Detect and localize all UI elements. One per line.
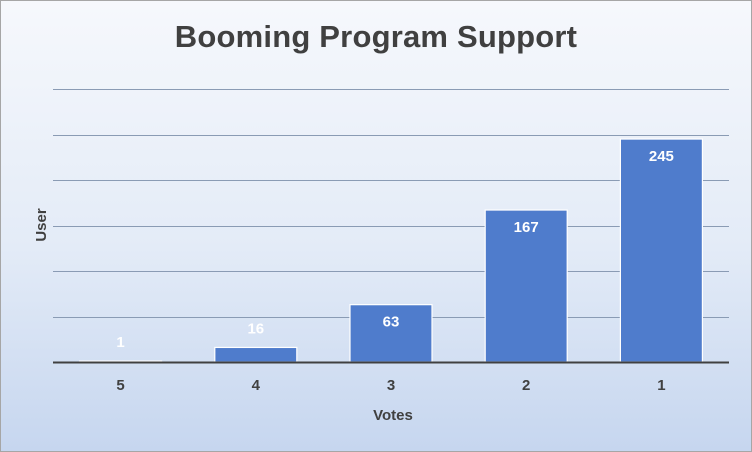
data-label-5: 1 bbox=[116, 334, 124, 351]
x-tick-label-2: 2 bbox=[522, 377, 530, 394]
bar-2 bbox=[484, 209, 568, 363]
x-tick-label-1: 1 bbox=[657, 377, 665, 394]
data-label-1: 245 bbox=[649, 148, 674, 165]
bars bbox=[78, 138, 704, 363]
chart-title: Booming Program Support bbox=[174, 19, 578, 54]
data-label-4: 16 bbox=[247, 320, 264, 337]
x-tick-label-4: 4 bbox=[252, 377, 261, 394]
x-tick-label-5: 5 bbox=[116, 377, 124, 394]
data-label-2: 167 bbox=[514, 219, 539, 236]
x-axis-title: Votes bbox=[373, 407, 413, 424]
bar-3 bbox=[349, 304, 433, 363]
y-axis-title: User bbox=[33, 208, 50, 242]
bar-1 bbox=[619, 138, 704, 363]
x-tick-labels: 5 4 3 2 1 bbox=[116, 377, 665, 394]
x-tick-label-3: 3 bbox=[387, 377, 395, 394]
data-labels: 1 16 63 167 245 bbox=[116, 148, 673, 351]
gridlines bbox=[53, 89, 729, 318]
data-label-3: 63 bbox=[383, 314, 400, 331]
bar-4 bbox=[214, 346, 298, 363]
